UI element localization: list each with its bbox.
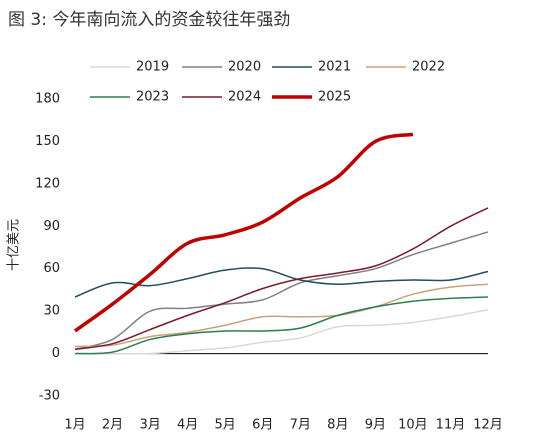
chart-title: 图 3: 今年南向流入的资金较往年强劲 bbox=[8, 10, 290, 30]
x-tick-label: 4月 bbox=[177, 418, 198, 433]
y-tick-label: 60 bbox=[43, 261, 60, 276]
series-line bbox=[74, 283, 489, 348]
y-tick-label: 30 bbox=[43, 304, 60, 319]
series-line bbox=[73, 132, 414, 333]
y-tick-label: 90 bbox=[43, 219, 60, 234]
x-tick-label: 1月 bbox=[64, 418, 85, 433]
x-tick-label: 10月 bbox=[398, 418, 428, 433]
legend-label: 2019 bbox=[136, 60, 169, 75]
legend-label: 2023 bbox=[136, 90, 169, 105]
x-tick-label: 6月 bbox=[252, 418, 273, 433]
x-tick-label: 8月 bbox=[327, 418, 348, 433]
x-tick-label: 7月 bbox=[290, 418, 311, 433]
x-tick-label: 12月 bbox=[473, 418, 503, 433]
legend-label: 2020 bbox=[228, 60, 261, 75]
legend-label: 2024 bbox=[228, 90, 261, 105]
series-line bbox=[74, 207, 489, 351]
x-tick-label: 9月 bbox=[365, 418, 386, 433]
x-tick-label: 11月 bbox=[436, 418, 466, 433]
y-tick-label: 180 bbox=[35, 92, 60, 107]
x-tick-label: 2月 bbox=[102, 418, 123, 433]
series-line bbox=[74, 231, 489, 351]
legend-label: 2022 bbox=[412, 60, 445, 75]
series-line bbox=[74, 267, 489, 298]
x-tick-label: 5月 bbox=[215, 418, 236, 433]
legend-label: 2025 bbox=[318, 90, 351, 105]
series-line bbox=[75, 308, 489, 355]
y-tick-label: 0 bbox=[52, 346, 60, 361]
y-tick-label: -30 bbox=[39, 389, 60, 404]
legend-label: 2021 bbox=[318, 60, 351, 75]
x-tick-label: 3月 bbox=[139, 418, 160, 433]
y-tick-label: 150 bbox=[35, 134, 60, 149]
y-axis-label: 十亿美元 bbox=[7, 219, 22, 271]
y-tick-label: 120 bbox=[35, 176, 60, 191]
series-line bbox=[74, 296, 489, 355]
